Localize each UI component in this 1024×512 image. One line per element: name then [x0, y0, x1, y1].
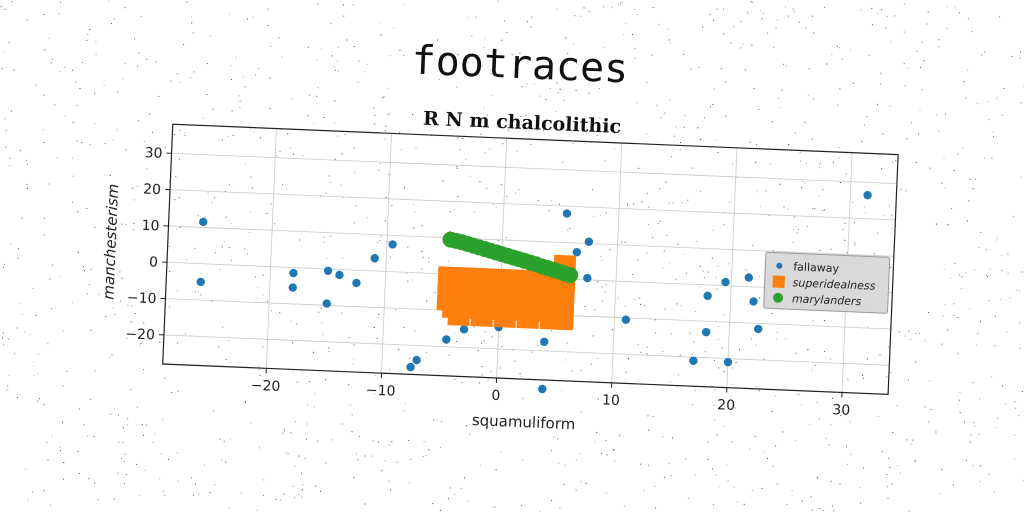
scatter-chart: R N m chalcolithic −20 −10 0 10 20 30 −20 −10 0 1… — [99, 108, 899, 433]
x-tick-label: −20 — [250, 378, 280, 395]
chart-subtitle: R N m chalcolithic — [423, 108, 622, 138]
fallaway-point — [199, 217, 208, 227]
x-tick-label: −10 — [366, 383, 396, 400]
legend-box — [763, 251, 891, 314]
x-gridline — [265, 128, 277, 369]
y-tick-label: 20 — [143, 181, 161, 198]
fallaway-point — [442, 335, 451, 344]
plot-frame — [162, 123, 899, 396]
fallaway-point — [583, 273, 592, 283]
y-axis-label: manchesterism — [99, 183, 122, 300]
x-axis-label: squamuliform — [472, 411, 576, 433]
superidealness-point — [552, 278, 576, 302]
data-points — [196, 190, 872, 394]
x-tick-label: 20 — [717, 397, 735, 414]
fallaway-point — [335, 270, 344, 280]
y-tick-label: 10 — [141, 218, 159, 235]
fallaway-point — [701, 327, 711, 337]
fallaway-point — [753, 324, 763, 334]
x-tick-label: 30 — [832, 402, 850, 419]
marylanders-point — [562, 267, 579, 284]
fallaway-point — [196, 277, 205, 287]
superidealness-point — [470, 304, 494, 327]
legend-label-marylanders: marylanders — [792, 292, 862, 308]
fallaway-point — [459, 325, 469, 334]
fallaway-point — [749, 297, 758, 306]
fallaway-point — [406, 362, 415, 372]
fallaway-point — [370, 254, 379, 263]
fallaway-point — [540, 337, 549, 346]
x-gridline — [381, 133, 392, 374]
fallaway-point — [721, 277, 730, 287]
fallaway-point — [744, 273, 753, 282]
y-gridline — [168, 225, 894, 257]
y-tick-label: −10 — [127, 290, 157, 307]
fallaway-point — [723, 358, 733, 367]
chart-container: R N m chalcolithic −20 −10 0 10 20 30 −20 −10 0 1… — [77, 89, 921, 483]
fallaway-point — [322, 299, 331, 308]
legend-marker-marylanders — [773, 292, 784, 303]
y-gridline — [170, 189, 896, 221]
superidealness-point — [493, 305, 517, 328]
superidealness-point — [448, 281, 472, 305]
axis-ticks: −20 −10 0 10 20 30 −20 −10 0 10 20 30 — [125, 145, 850, 419]
legend-label-superidealness: superidealness — [792, 276, 876, 292]
fallaway-point — [572, 247, 582, 257]
fallaway-point — [621, 315, 631, 324]
y-tick-label: −20 — [125, 326, 155, 343]
fallaway-point — [562, 209, 572, 218]
legend-marker-fallaway — [776, 262, 783, 269]
x-tick-label: 10 — [602, 392, 620, 409]
fallaway-point — [352, 278, 361, 288]
superidealness-point — [471, 282, 495, 306]
superidealness-point — [447, 303, 471, 326]
fallaway-point — [703, 291, 712, 301]
x-gridline — [726, 147, 738, 388]
y-gridline — [163, 334, 890, 366]
fallaway-point — [288, 283, 297, 292]
legend-label-fallaway: fallaway — [793, 260, 840, 275]
fallaway-point — [412, 355, 421, 365]
fallaway-point — [388, 240, 397, 249]
y-tick-label: 0 — [149, 255, 159, 271]
fallaway-point — [689, 356, 698, 365]
legend-marker-superidealness — [772, 275, 785, 288]
fallaway-point — [584, 237, 594, 246]
fallaway-point — [538, 384, 547, 394]
fallaway-point — [289, 268, 298, 278]
x-gridline — [611, 143, 623, 383]
fallaway-point — [323, 266, 333, 276]
y-tick-label: 30 — [144, 145, 162, 162]
superidealness-point — [516, 305, 540, 329]
fallaway-point — [863, 190, 872, 200]
y-gridline — [171, 152, 897, 185]
superidealness-point — [517, 284, 541, 308]
superidealness-point — [551, 307, 574, 331]
x-tick-label: 0 — [491, 388, 501, 404]
superidealness-point — [494, 283, 518, 307]
